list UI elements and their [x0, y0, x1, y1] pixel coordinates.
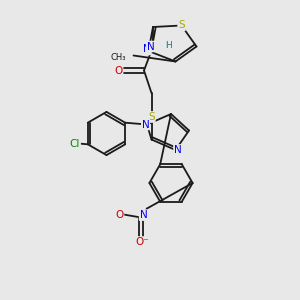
Text: O: O — [114, 65, 123, 76]
Text: O⁻: O⁻ — [136, 237, 149, 247]
Text: CH₃: CH₃ — [110, 52, 126, 62]
Text: H: H — [166, 40, 172, 50]
Text: N: N — [142, 119, 149, 130]
Text: N: N — [140, 210, 147, 220]
Text: S: S — [148, 112, 155, 122]
Text: N: N — [143, 44, 151, 55]
Text: S: S — [148, 112, 155, 122]
Text: N: N — [140, 210, 147, 220]
Text: S: S — [178, 20, 185, 31]
Text: N: N — [147, 41, 154, 52]
Text: Cl: Cl — [70, 139, 80, 149]
Text: O: O — [115, 209, 124, 220]
Text: N: N — [174, 145, 182, 155]
Text: N: N — [174, 145, 182, 155]
Text: O⁻: O⁻ — [136, 237, 149, 247]
Text: N: N — [147, 41, 154, 52]
Text: H: H — [166, 40, 172, 50]
Text: S: S — [178, 20, 185, 31]
Text: N: N — [142, 119, 149, 130]
Text: N: N — [143, 44, 151, 55]
Text: Cl: Cl — [70, 139, 80, 149]
Text: O: O — [115, 209, 124, 220]
Text: O: O — [114, 65, 123, 76]
